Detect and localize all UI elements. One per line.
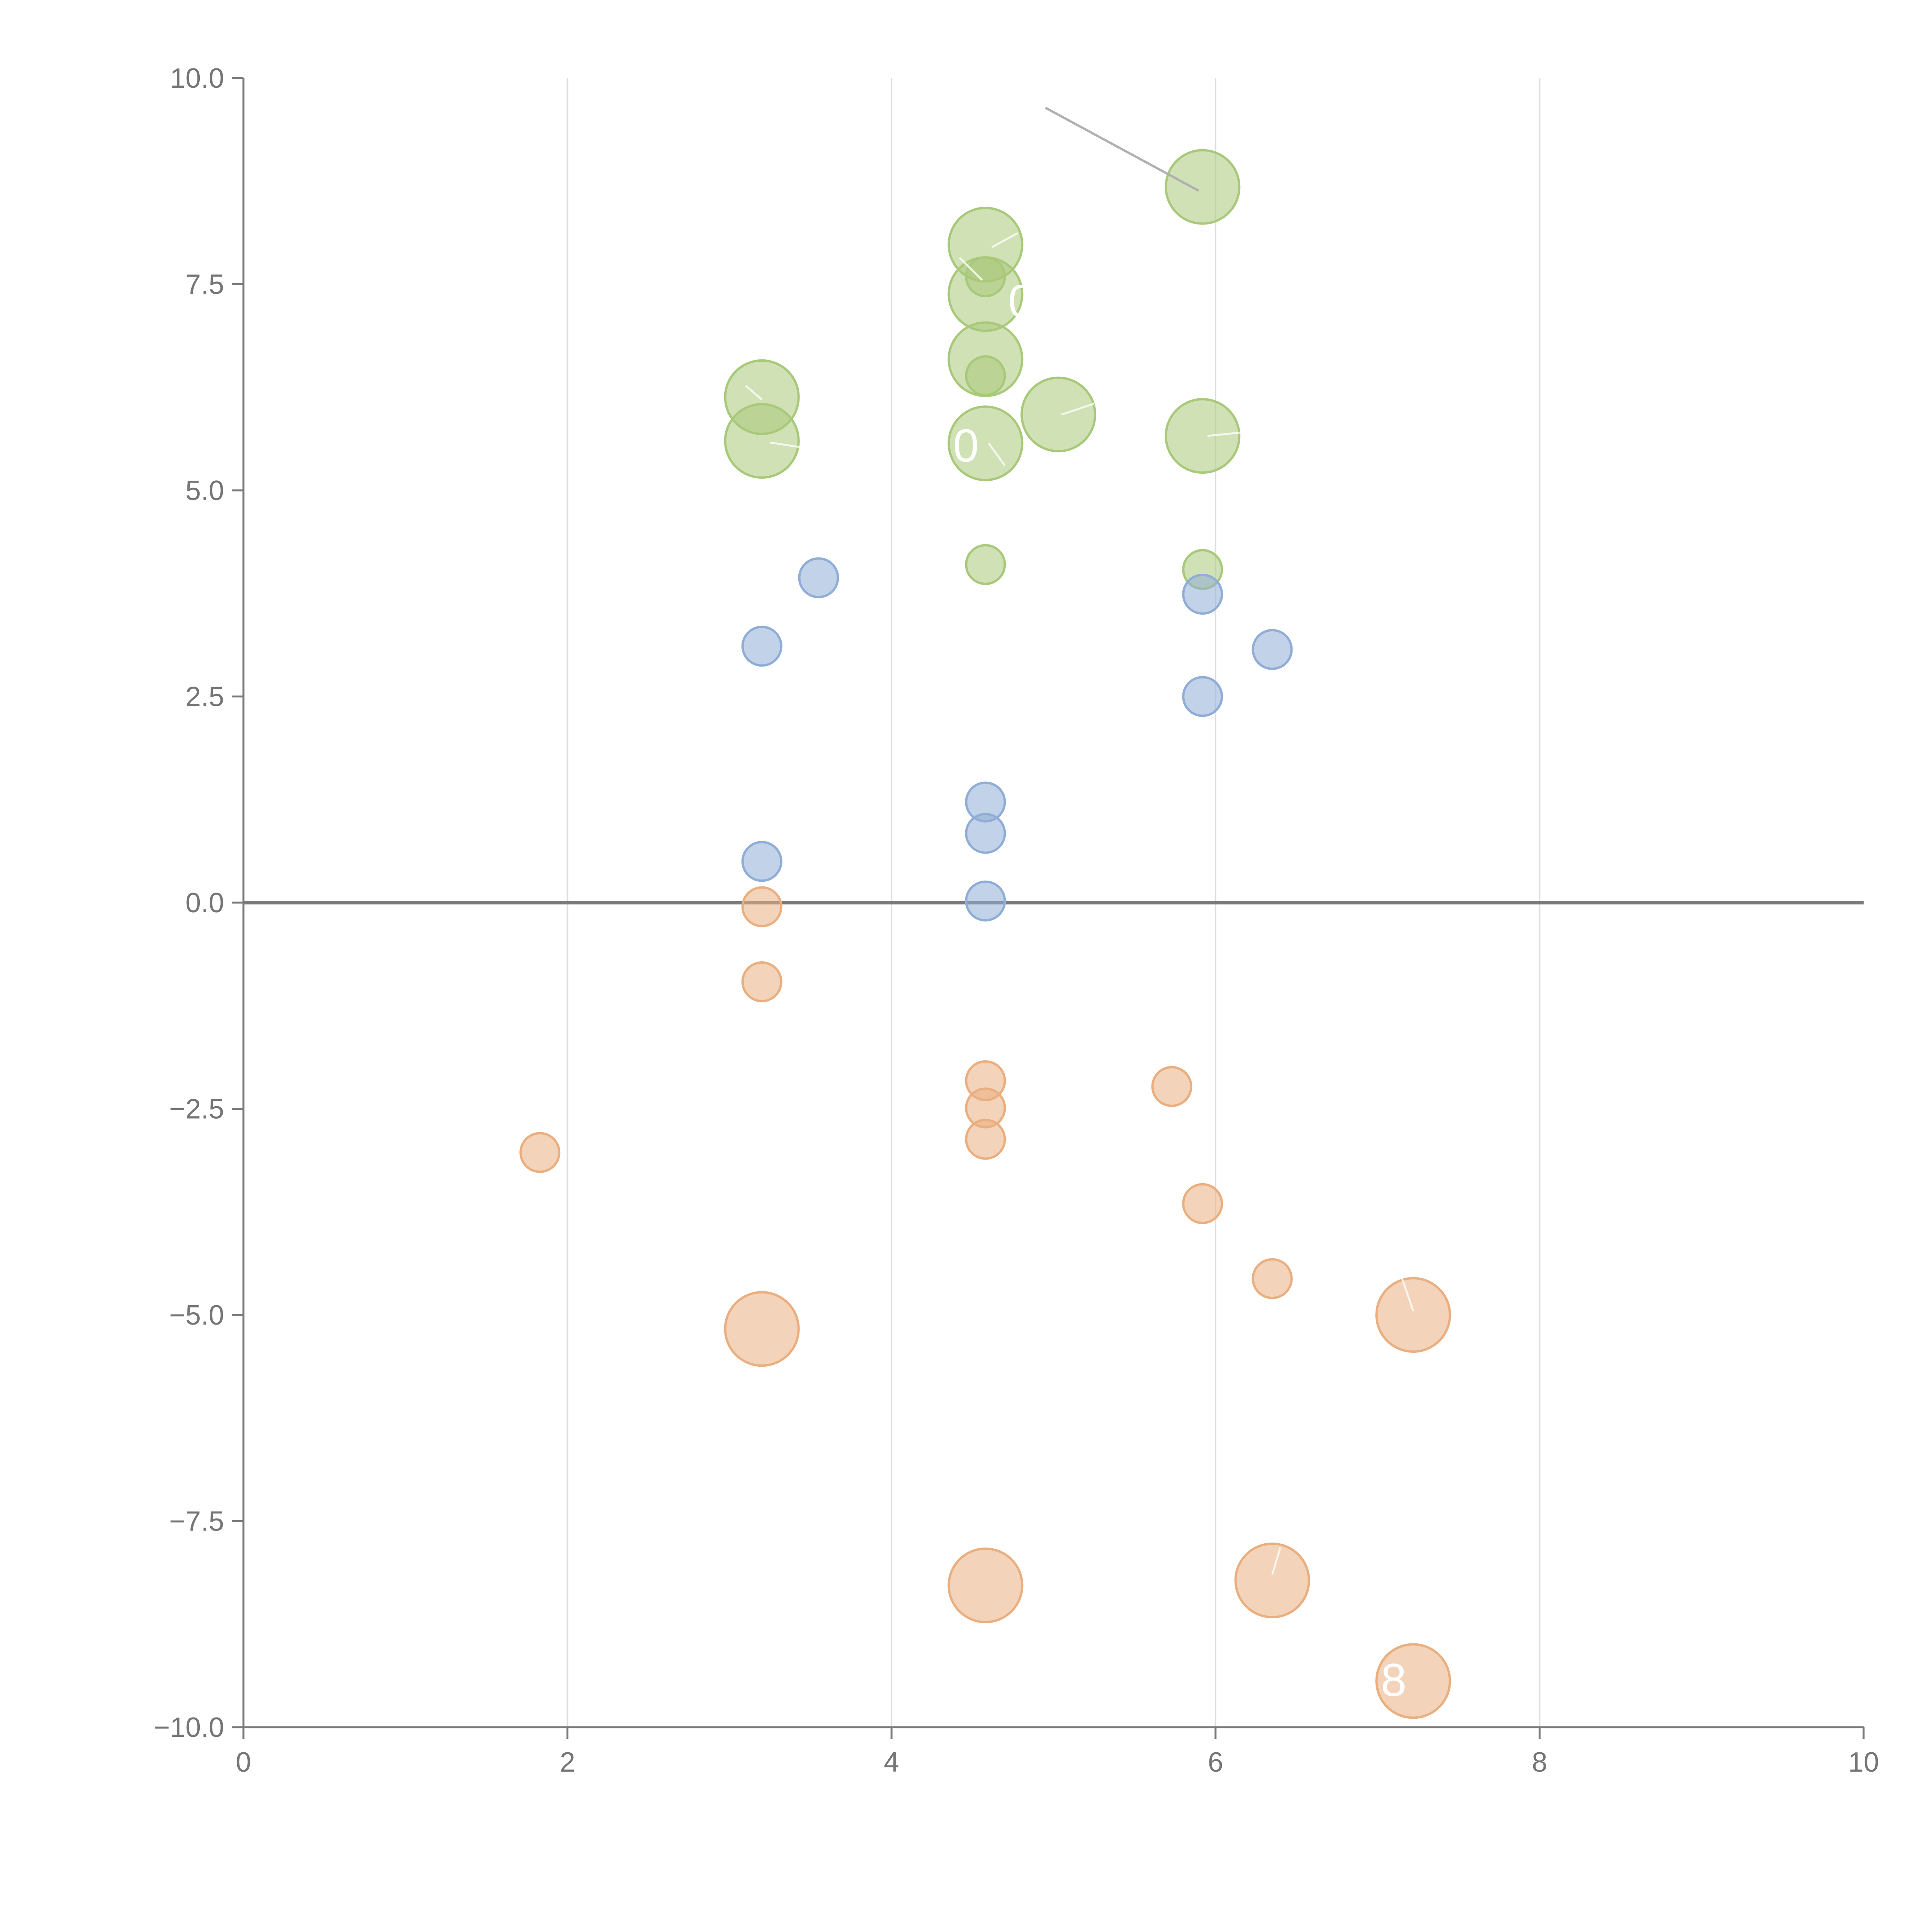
label-stub — [959, 257, 983, 281]
data-label: 0 — [953, 420, 979, 471]
orange-point — [741, 886, 782, 927]
label-stub — [1401, 1277, 1414, 1311]
label-stub — [988, 442, 1006, 466]
label-stub — [770, 441, 803, 449]
blue-point — [1182, 676, 1223, 717]
orange-point — [1375, 1277, 1451, 1353]
y-tick-label: −5.0 — [169, 1300, 224, 1331]
blue-point — [965, 880, 1006, 922]
orange-point — [965, 1119, 1006, 1160]
points-layer — [519, 149, 1451, 1719]
label-stub — [1061, 403, 1095, 416]
x-tick-label: 2 — [560, 1747, 575, 1778]
blue-point — [741, 626, 782, 667]
orange-point — [741, 961, 782, 1002]
x-tick-label: 8 — [1532, 1747, 1547, 1778]
blue-point — [741, 841, 782, 882]
orange-point — [1151, 1066, 1192, 1107]
green-point — [1165, 149, 1241, 225]
orange-point — [947, 1547, 1024, 1623]
green-point — [724, 403, 800, 479]
x-tick-label: 10 — [1848, 1747, 1879, 1778]
y-tick-label: 0.0 — [185, 888, 224, 918]
orange-point — [519, 1132, 561, 1173]
green-point — [1165, 398, 1241, 474]
orange-point — [1182, 1183, 1223, 1224]
label-stub — [1271, 1547, 1281, 1575]
y-tick-label: −10.0 — [154, 1712, 224, 1743]
blue-point — [1252, 629, 1293, 670]
label-stub — [991, 232, 1019, 248]
leader-lines — [745, 107, 1414, 1575]
y-tick-label: −2.5 — [169, 1094, 224, 1125]
orange-point — [1375, 1643, 1451, 1719]
green-point — [1020, 376, 1097, 452]
y-tick-label: −7.5 — [169, 1506, 224, 1537]
label-stub — [745, 385, 763, 401]
axis-layer: 10.0 7.5 5.0 2.5 0.0 −2.5 −5.0 −7.5 −10.0 0 2 4 6 8 10 — [154, 63, 1879, 1778]
data-label: 0 — [1008, 276, 1034, 327]
annotation-layer: 0 0 8 — [953, 276, 1407, 1706]
leader-line — [1045, 107, 1199, 192]
label-stub — [1207, 432, 1240, 437]
blue-point — [1182, 573, 1223, 615]
x-tick-label: 6 — [1208, 1747, 1223, 1778]
y-tick-label: 5.0 — [185, 475, 224, 506]
orange-point — [724, 1291, 800, 1367]
green-point — [965, 544, 1006, 585]
x-tick-label: 0 — [236, 1747, 251, 1778]
x-tick-label: 4 — [884, 1747, 899, 1778]
blue-point — [965, 813, 1006, 854]
orange-point — [1252, 1258, 1293, 1299]
orange-point — [1234, 1543, 1310, 1619]
y-tick-label: 10.0 — [170, 63, 224, 94]
y-tick-label: 2.5 — [185, 682, 224, 713]
green-point — [947, 405, 1024, 481]
y-tick-label: 7.5 — [185, 269, 224, 300]
blue-point — [798, 557, 839, 599]
green-point — [965, 355, 1006, 396]
data-label: 8 — [1381, 1654, 1406, 1706]
